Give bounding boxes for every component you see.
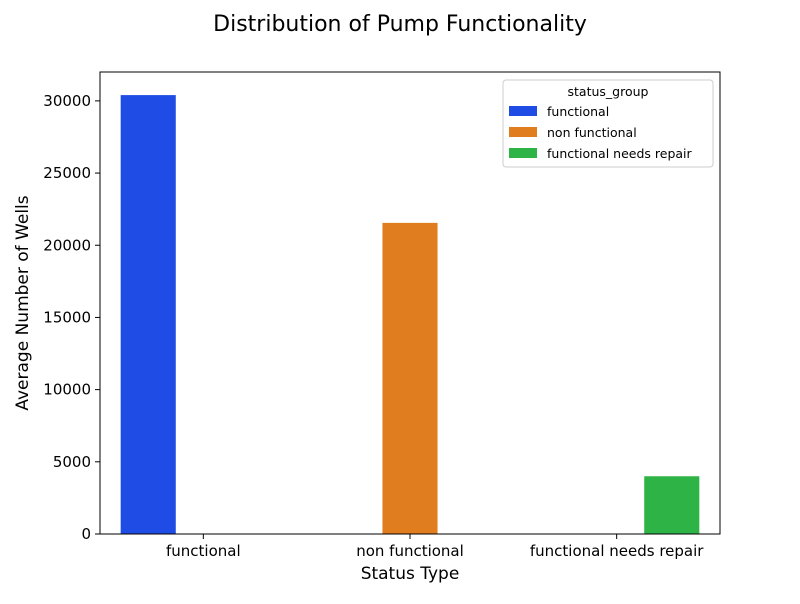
ticks-group: 0 5000 10000 15000 20000 25000 30000 functional… <box>43 92 704 560</box>
bars-group <box>120 95 700 534</box>
bar-0-0 <box>120 95 176 534</box>
bar-1-1 <box>382 222 438 534</box>
x-tick-label: functional <box>166 542 241 560</box>
y-tick-label: 5000 <box>53 453 91 471</box>
legend-label-2: functional needs repair <box>547 146 693 161</box>
x-tick-label: non functional <box>356 542 464 560</box>
y-tick-label: 0 <box>81 525 91 543</box>
legend: status_group functional non functional func… <box>502 79 714 168</box>
legend-title: status_group <box>568 84 649 99</box>
x-axis-label: Status Type <box>361 564 460 584</box>
legend-label-0: functional <box>547 104 609 119</box>
legend-swatch-0 <box>509 106 537 116</box>
legend-label-1: non functional <box>547 125 637 140</box>
chart-title: Distribution of Pump Functionality <box>213 12 587 37</box>
bar-2-2 <box>644 476 700 534</box>
y-axis-label: Average Number of Wells <box>13 195 33 410</box>
x-tick-label: functional needs repair <box>530 542 704 560</box>
y-tick-label: 20000 <box>43 236 91 254</box>
legend-swatch-1 <box>509 127 537 137</box>
y-tick-label: 25000 <box>43 164 91 182</box>
legend-swatch-2 <box>509 148 537 158</box>
y-tick-label: 15000 <box>43 308 91 326</box>
legend-box <box>502 79 714 168</box>
y-tick-label: 10000 <box>43 381 91 399</box>
plot-frame <box>99 71 721 535</box>
y-tick-label: 30000 <box>43 92 91 110</box>
